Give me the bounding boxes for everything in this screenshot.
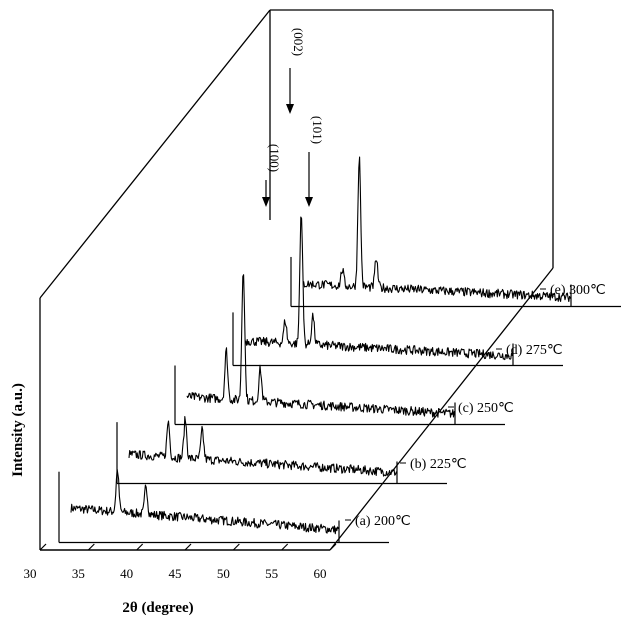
series-trace: [128, 416, 398, 477]
peak-label: (002): [291, 28, 306, 56]
series-trace: [244, 216, 514, 361]
peak-arrow-head: [286, 104, 294, 114]
x-tick: [232, 543, 240, 551]
x-axis-ticks: 30 35 40 45 50 55 60: [24, 543, 337, 581]
series-label: (c) 250℃: [458, 401, 514, 416]
floor-right-edge: [329, 267, 554, 551]
x-tick: [281, 543, 289, 551]
x-tick: [329, 543, 337, 551]
peak-annotation: (100): [262, 144, 282, 207]
peak-annotation: (002): [286, 28, 306, 114]
x-axis-title: 2θ (degree): [122, 600, 193, 616]
peak-arrow-head: [262, 197, 270, 207]
x-tick-label: 40: [120, 566, 133, 581]
series-traces: [58, 156, 621, 544]
x-tick-label: 50: [217, 566, 230, 581]
y-axis-title: Intensity (a.u.): [10, 383, 26, 477]
x-tick-label: 35: [72, 566, 85, 581]
x-tick: [184, 543, 192, 551]
series-labels: (a) 200℃ (b) 225℃ (c) 250℃ (d) 275℃ (e) 300℃: [345, 283, 606, 529]
peak-arrow-head: [305, 197, 313, 207]
series-trace: [70, 469, 340, 535]
x-tick-label: 60: [314, 566, 327, 581]
x-tick: [136, 543, 144, 551]
peak-annotation: (101): [305, 116, 325, 207]
series-label: (e) 300℃: [550, 283, 606, 298]
peak-annotations: (100) (002) (101): [262, 28, 325, 207]
series-trace: [186, 274, 456, 418]
series-label: (a) 200℃: [355, 514, 411, 529]
top-left-edge: [39, 9, 271, 299]
series-label: (b) 225℃: [410, 457, 467, 472]
x-tick-label: 30: [24, 566, 37, 581]
peak-label: (100): [267, 144, 282, 172]
x-tick: [87, 543, 95, 551]
x-tick-label: 55: [265, 566, 278, 581]
x-tick: [39, 543, 47, 551]
x-tick-label: 45: [169, 566, 182, 581]
peak-label: (101): [310, 116, 325, 144]
series-trace: [302, 156, 572, 303]
series-label: (d) 275℃: [506, 343, 563, 358]
